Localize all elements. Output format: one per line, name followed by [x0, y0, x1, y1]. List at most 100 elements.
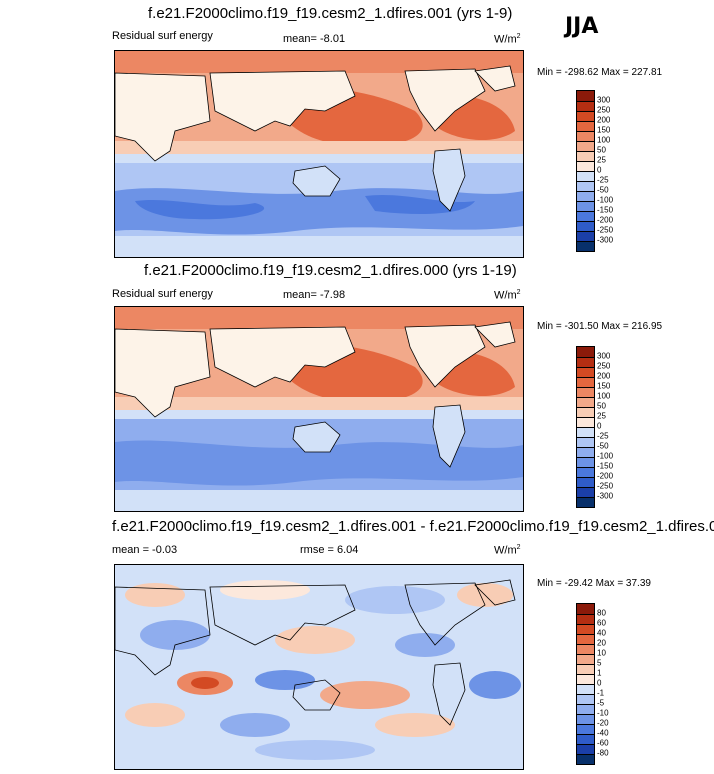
panel-1-colorbar-segment	[577, 211, 594, 221]
panel-3-colorbar-tick-label: -1	[597, 688, 605, 698]
panel-1-colorbar-tick-label: -100	[597, 195, 614, 205]
panel-3-colorbar-tick-label: 0	[597, 678, 602, 688]
panel-3-africa-eurasia-west	[115, 586, 211, 676]
panel-2-colorbar-tick-label: -25	[597, 431, 609, 441]
panel-2-colorbar-segment	[577, 367, 594, 377]
panel-1-strong-min-1	[135, 199, 265, 220]
panel-3-colorbar	[576, 603, 595, 765]
panel-3-greenland	[474, 579, 516, 606]
panel-1-colorbar-segment	[577, 111, 594, 121]
panel-3-colorbar-tick-label: 40	[597, 628, 606, 638]
panel-1-colorbar-segment	[577, 151, 594, 161]
panel-1-colorbar-segment	[577, 121, 594, 131]
panel-1-minmax: Min = -298.62 Max = 227.81	[537, 67, 663, 78]
panel-2-colorbar-segment	[577, 397, 594, 407]
panel-3-units: W/m2	[494, 544, 521, 557]
panel-2-colorbar-segment	[577, 447, 594, 457]
panel-1-antarctica	[115, 236, 523, 257]
panel-1-colorbar-tick-label: 50	[597, 145, 606, 155]
panel-3-colorbar-segment	[577, 604, 594, 614]
panel-3-colorbar-segment	[577, 634, 594, 644]
panel-3-colorbar-tick-label: -20	[597, 718, 609, 728]
panel-3-colorbar-segment	[577, 724, 594, 734]
panel-2-colorbar	[576, 346, 595, 508]
panel-2-title: f.e21.F2000climo.f19_f19.cesm2_1.dfires.…	[144, 262, 517, 279]
panel-2-colorbar-segment	[577, 357, 594, 367]
panel-3-colorbar-segment	[577, 654, 594, 664]
panel-3-colorbar-segment	[577, 664, 594, 674]
panel-1-colorbar-tick-label: 25	[597, 155, 606, 165]
panel-2-colorbar-tick-label: -50	[597, 441, 609, 451]
panel-1-colorbar-segment	[577, 231, 594, 241]
season-label: JJA	[565, 14, 599, 39]
panel-1-colorbar-tick-label: 0	[597, 165, 602, 175]
panel-3-mean-label: mean = -0.03	[112, 544, 178, 556]
panel-2-map	[114, 306, 524, 512]
panel-1-south-america	[432, 148, 466, 212]
panel-3-map	[114, 564, 524, 770]
panel-3-colorbar-segment	[577, 704, 594, 714]
panel-1-africa-eurasia-west	[115, 72, 211, 162]
panel-1-colorbar-segment	[577, 181, 594, 191]
panel-1-colorbar-segment	[577, 201, 594, 211]
panel-2-southern-ocean-min	[115, 440, 523, 486]
panel-2-colorbar-segment	[577, 377, 594, 387]
panel-2-asia	[209, 326, 356, 388]
panel-2-colorbar-tick-label: 50	[597, 401, 606, 411]
panel-1-map	[114, 50, 524, 258]
panel-2-mean-label: mean= -7.98	[283, 289, 346, 301]
panel-1-arctic-band	[115, 51, 523, 73]
panel-1-colorbar-segment	[577, 241, 594, 251]
panel-2-colorbar-tick-label: -200	[597, 471, 614, 481]
panel-3-colorbar-segment	[577, 754, 594, 764]
panel-2-colorbar-tick-label: -300	[597, 491, 614, 501]
panel-2-arctic-band	[115, 307, 523, 329]
panel-1-colorbar-tick-label: -150	[597, 205, 614, 215]
panel-2-colorbar-segment	[577, 467, 594, 477]
panel-2-colorbar-tick-label: 200	[597, 371, 611, 381]
panel-1-colorbar-segment	[577, 91, 594, 101]
panel-3-colorbar-tick-label: -5	[597, 698, 605, 708]
panel-1-colorbar-tick-label: 100	[597, 135, 611, 145]
panel-1-variable-label: Residual surf energy	[112, 30, 213, 42]
panel-1-colorbar-tick-label: 200	[597, 115, 611, 125]
panel-2-colorbar-segment	[577, 347, 594, 357]
panel-1-colorbar-tick-label: 250	[597, 105, 611, 115]
panel-2-colorbar-segment	[577, 457, 594, 467]
panel-1-colorbar-tick-label: -50	[597, 185, 609, 195]
panel-2-colorbar-segment	[577, 497, 594, 507]
panel-2-colorbar-segment	[577, 437, 594, 447]
panel-1-colorbar-tick-label: -25	[597, 175, 609, 185]
panel-2-australia	[292, 421, 341, 453]
panel-3-colorbar-tick-label: 10	[597, 648, 606, 658]
panel-2-colorbar-segment	[577, 427, 594, 437]
panel-2-colorbar-segment	[577, 407, 594, 417]
panel-1-colorbar-segment	[577, 161, 594, 171]
panel-1-colorbar-tick-label: 300	[597, 95, 611, 105]
panel-1-strong-min-2	[365, 194, 475, 214]
panel-2-colorbar-segment	[577, 477, 594, 487]
panel-1-mean-label: mean= -8.01	[283, 33, 346, 45]
panel-1-colorbar-tick-label: -250	[597, 225, 614, 235]
panel-2-africa-eurasia-west	[115, 328, 211, 418]
panel-1-colorbar-segment	[577, 221, 594, 231]
panel-2-greenland	[474, 321, 516, 348]
panel-3-asia	[209, 584, 356, 646]
panel-2-colorbar-tick-label: -250	[597, 481, 614, 491]
panel-3-australia	[292, 679, 341, 711]
panel-3-colorbar-tick-label: -40	[597, 728, 609, 738]
panel-2-colorbar-segment	[577, 387, 594, 397]
panel-3-colorbar-tick-label: 80	[597, 608, 606, 618]
panel-2-map-svg	[115, 307, 523, 511]
panel-3-title: f.e21.F2000climo.f19_f19.cesm2_1.dfires.…	[112, 518, 714, 535]
panel-1-colorbar-segment	[577, 171, 594, 181]
panel-1-colorbar-segment	[577, 191, 594, 201]
panel-2-colorbar-tick-label: 300	[597, 351, 611, 361]
panel-3-colorbar-segment	[577, 624, 594, 634]
panel-1-title: f.e21.F2000climo.f19_f19.cesm2_1.dfires.…	[148, 5, 513, 22]
panel-2-colorbar-tick-label: 0	[597, 421, 602, 431]
panel-3-colorbar-segment	[577, 694, 594, 704]
panel-3-map-svg	[115, 565, 523, 769]
panel-1-greenland	[474, 65, 516, 92]
panel-2-colorbar-tick-label: 25	[597, 411, 606, 421]
